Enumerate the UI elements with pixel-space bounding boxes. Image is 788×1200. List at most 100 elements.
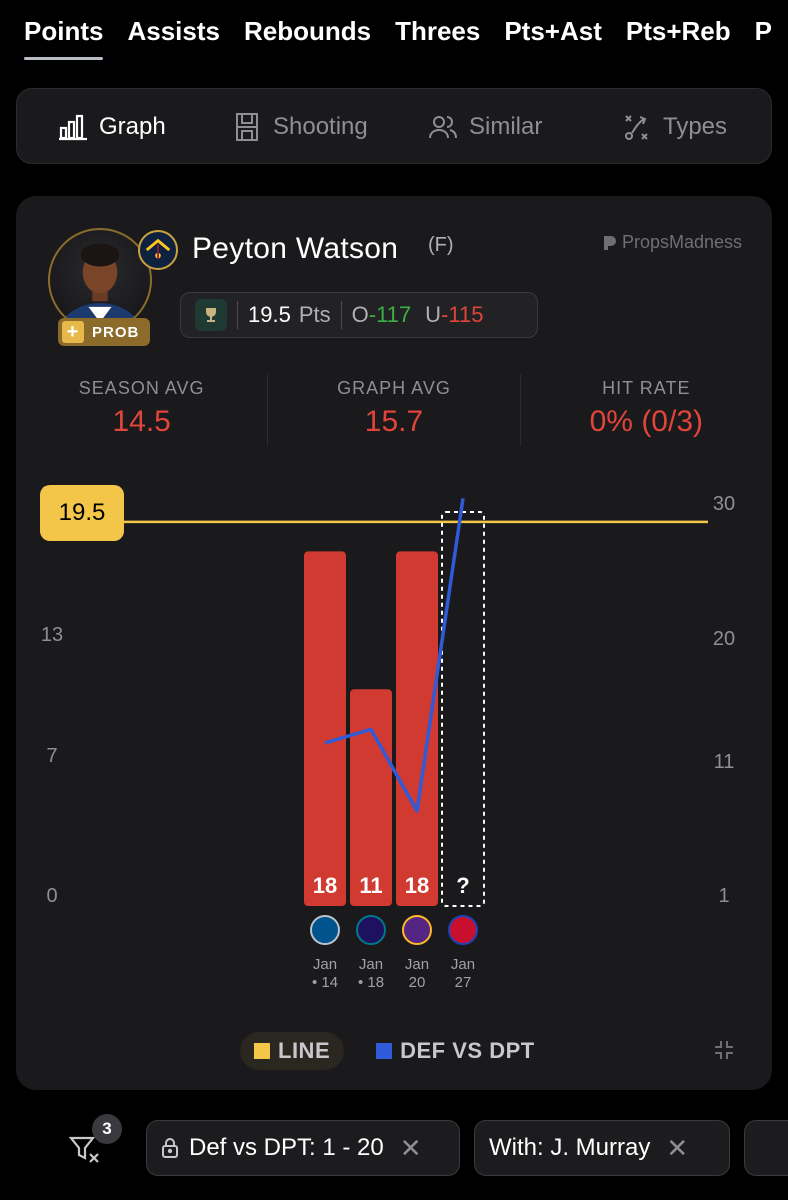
view-graph-label: Graph (99, 113, 166, 140)
view-types[interactable]: Types (621, 111, 727, 143)
left-axis-tick: 0 (46, 885, 57, 907)
player-card: + PROB Peyton Watson (F) PropsMadness 19… (16, 196, 772, 1090)
mavericks-logo (310, 915, 340, 945)
hit-rate-label: HIT RATE (602, 378, 691, 398)
bar-chart-icon (59, 114, 87, 141)
collapse-icon[interactable] (712, 1038, 736, 1062)
legend-line[interactable]: LINE (240, 1032, 345, 1070)
game-date-label: Jan 20 (392, 956, 442, 992)
play-diagram-icon (625, 115, 648, 140)
legend-line-swatch (254, 1043, 270, 1059)
view-similar[interactable]: Similar (427, 111, 542, 143)
hit-rate-value: 0% (0/3) (589, 405, 704, 438)
hornets-logo (356, 915, 386, 945)
lakers-logo (402, 915, 432, 945)
tab-pts-reb[interactable]: Pts+Reb (625, 16, 731, 46)
filter-chip-with-label: With: J. Murray (489, 1134, 651, 1161)
bar-value-label: 11 (359, 873, 382, 898)
game-date-label: Jan 27 (438, 956, 488, 992)
legend-def-label: DEF VS DPT (400, 1038, 535, 1063)
graph-avg-label: GRAPH AVG (337, 378, 451, 398)
bar-value-label: 18 (313, 873, 337, 898)
close-icon[interactable]: ✕ (399, 1132, 422, 1163)
prop-line-pill[interactable]: 19.5 Pts O -117 U -115 (180, 292, 538, 338)
propsmadness-icon (603, 235, 616, 250)
right-axis-tick: 11 (714, 751, 735, 773)
prop-line-value: 19.5 (248, 302, 291, 327)
lock-icon (162, 1138, 178, 1158)
game-date-label: Jan • 18 (346, 956, 396, 992)
left-axis-tick: 13 (41, 624, 63, 646)
legend-def[interactable]: DEF VS DPT (376, 1032, 535, 1070)
bar-value-label: ? (456, 873, 469, 898)
stat-tabs: Points Assists Rebounds Threes Pts+Ast P… (0, 0, 788, 64)
season-avg-label: SEASON AVG (78, 378, 205, 398)
tab-overflow[interactable]: P (754, 16, 772, 46)
tab-points[interactable]: Points (24, 0, 104, 62)
divider (237, 301, 238, 329)
tab-rebounds[interactable]: Rebounds (243, 16, 372, 46)
tab-pts-ast[interactable]: Pts+Ast (504, 16, 602, 46)
view-graph[interactable]: Graph (57, 111, 166, 143)
points-bar (304, 551, 346, 906)
tab-threes[interactable]: Threes (395, 16, 481, 46)
filter-count-badge: 3 (92, 1114, 122, 1144)
right-axis-tick: 20 (713, 628, 735, 650)
view-similar-label: Similar (469, 113, 543, 140)
upcoming-game-bar (441, 511, 485, 907)
bar-value-label: 18 (405, 873, 429, 898)
filter-icon[interactable] (68, 1132, 102, 1166)
points-bar (396, 551, 438, 906)
left-axis-tick: 7 (46, 745, 57, 767)
game-date-day: 20 (408, 974, 426, 991)
line-value-badge: 19.5 (40, 485, 124, 541)
court-icon (236, 113, 258, 141)
brand-logo: PropsMadness (602, 232, 742, 253)
hit-rate: HIT RATE 0% (0/3) (521, 374, 772, 446)
player-name: Peyton Watson (192, 232, 399, 265)
close-icon[interactable]: ✕ (666, 1132, 689, 1163)
chart-legend: LINE DEF VS DPT (240, 1032, 535, 1070)
legend-def-swatch (376, 1043, 393, 1059)
season-avg: SEASON AVG 14.5 (16, 374, 269, 446)
under-label: U (425, 302, 442, 327)
right-axis-tick: 1 (718, 885, 729, 907)
tab-assists[interactable]: Assists (127, 16, 220, 46)
summary-stats: SEASON AVG 14.5 GRAPH AVG 15.7 HIT RATE … (16, 374, 772, 446)
prob-badge-label: PROB (92, 323, 140, 341)
view-shooting[interactable]: Shooting (231, 111, 368, 143)
filter-chip-def-label: Def vs DPT: 1 - 20 (189, 1134, 384, 1161)
plus-icon: + (62, 321, 84, 343)
nuggets-logo-icon (145, 238, 171, 260)
right-axis-tick: 30 (713, 493, 735, 515)
graph-avg: GRAPH AVG 15.7 (268, 374, 521, 446)
view-types-label: Types (663, 113, 728, 140)
prop-line-unit: Pts (298, 302, 331, 327)
prob-badge: + PROB (58, 318, 150, 346)
view-shooting-label: Shooting (273, 113, 368, 140)
game-date-label: Jan • 14 (300, 956, 350, 992)
over-label: O (351, 302, 369, 327)
season-avg-value: 14.5 (112, 405, 171, 438)
under-odds: -115 (441, 302, 484, 327)
filter-chip-overflow[interactable] (744, 1120, 788, 1176)
trophy-icon (195, 299, 227, 331)
over-odds: -117 (368, 302, 412, 327)
filter-chip-with[interactable]: With: J. Murray ✕ (474, 1120, 730, 1176)
def-vs-dpt-line (324, 498, 465, 813)
game-date-day: • 14 (311, 974, 339, 991)
game-date-day: 27 (454, 974, 472, 991)
graph-avg-value: 15.7 (364, 405, 424, 438)
game-date-day: • 18 (357, 974, 385, 991)
brand-name: PropsMadness (621, 232, 742, 252)
divider (340, 301, 342, 329)
nuggets-logo (138, 230, 178, 270)
legend-line-label: LINE (278, 1038, 331, 1063)
player-position: (F) (428, 234, 454, 256)
points-bar (350, 689, 392, 906)
view-switcher: Graph Shooting Similar Types (16, 88, 772, 164)
filter-chip-def[interactable]: Def vs DPT: 1 - 20 ✕ (146, 1120, 460, 1176)
pistons-logo (448, 915, 478, 945)
